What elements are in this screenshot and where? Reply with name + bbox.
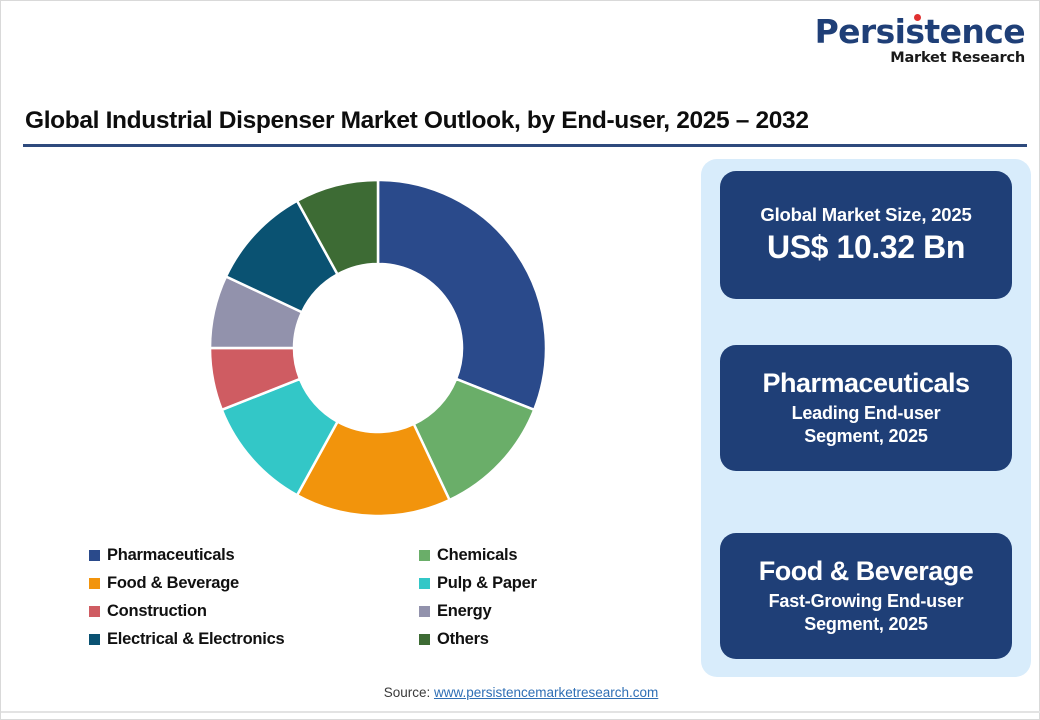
legend-item-label: Electrical & Electronics bbox=[107, 629, 285, 648]
legend-item-label: Pulp & Paper bbox=[437, 573, 537, 592]
legend-item-energy[interactable]: Energy bbox=[419, 602, 649, 621]
card-global-market-size: Global Market Size, 2025 US$ 10.32 Bn bbox=[720, 171, 1012, 299]
card-caption: Global Market Size, 2025 bbox=[760, 204, 972, 226]
card-subtitle-line2: Segment, 2025 bbox=[804, 614, 928, 635]
chart-area: Pharmaceuticals Chemicals Food & Beverag… bbox=[15, 153, 687, 673]
donut-slice[interactable] bbox=[376, 178, 548, 412]
legend-swatch-icon bbox=[419, 549, 430, 561]
legend-item-label: Chemicals bbox=[437, 545, 518, 564]
legend-item-construction[interactable]: Construction bbox=[89, 602, 419, 621]
legend-swatch-icon bbox=[89, 577, 100, 589]
card-subtitle-line2: Segment, 2025 bbox=[804, 426, 928, 447]
legend-swatch-icon bbox=[419, 605, 430, 617]
legend-item-pharmaceuticals[interactable]: Pharmaceuticals bbox=[89, 546, 419, 565]
donut-slice[interactable] bbox=[295, 178, 380, 277]
legend-item-others[interactable]: Others bbox=[419, 630, 649, 649]
source-footer: Source: www.persistencemarketresearch.co… bbox=[1, 685, 1040, 700]
legend-item-pulp-paper[interactable]: Pulp & Paper bbox=[419, 574, 649, 593]
legend-item-food-beverage[interactable]: Food & Beverage bbox=[89, 574, 419, 593]
card-fast-growing-segment: Food & Beverage Fast-Growing End-user Se… bbox=[720, 533, 1012, 659]
logo-subtitle: Market Research bbox=[890, 50, 1025, 66]
card-leading-segment: Pharmaceuticals Leading End-user Segment… bbox=[720, 345, 1012, 471]
legend-swatch-icon bbox=[419, 577, 430, 589]
legend-item-chemicals[interactable]: Chemicals bbox=[419, 546, 649, 565]
brand-logo: Persistence Market Research bbox=[814, 12, 1026, 66]
legend-swatch-icon bbox=[89, 549, 100, 561]
title-divider bbox=[23, 144, 1027, 147]
chart-legend: Pharmaceuticals Chemicals Food & Beverag… bbox=[89, 541, 649, 653]
card-subtitle-line1: Fast-Growing End-user bbox=[768, 590, 964, 611]
donut-chart-svg bbox=[208, 178, 548, 518]
legend-swatch-icon bbox=[89, 633, 100, 645]
donut-chart bbox=[206, 176, 550, 520]
legend-swatch-icon bbox=[419, 633, 430, 645]
source-link[interactable]: www.persistencemarketresearch.com bbox=[433, 685, 659, 700]
card-headline: Pharmaceuticals bbox=[762, 367, 970, 398]
logo-dot-icon bbox=[913, 14, 921, 21]
page-title: Global Industrial Dispenser Market Outlo… bbox=[25, 107, 809, 134]
highlights-panel: Global Market Size, 2025 US$ 10.32 Bn Ph… bbox=[701, 159, 1031, 677]
legend-item-label: Energy bbox=[437, 601, 492, 620]
legend-item-label: Others bbox=[437, 629, 489, 648]
legend-item-label: Food & Beverage bbox=[107, 573, 239, 592]
card-subtitle-line1: Leading End-user bbox=[791, 402, 941, 423]
legend-item-label: Construction bbox=[107, 601, 207, 620]
legend-swatch-icon bbox=[89, 605, 100, 617]
card-headline: Food & Beverage bbox=[758, 555, 974, 586]
footer-divider bbox=[1, 711, 1040, 713]
source-label: Source: bbox=[383, 685, 434, 700]
logo-wordmark-text: Persistence bbox=[814, 12, 1026, 51]
logo-wordmark: Persistence bbox=[814, 12, 1026, 51]
legend-item-electrical-electronics[interactable]: Electrical & Electronics bbox=[89, 630, 419, 649]
card-market-size-value: US$ 10.32 Bn bbox=[767, 229, 965, 266]
legend-item-label: Pharmaceuticals bbox=[107, 545, 235, 564]
